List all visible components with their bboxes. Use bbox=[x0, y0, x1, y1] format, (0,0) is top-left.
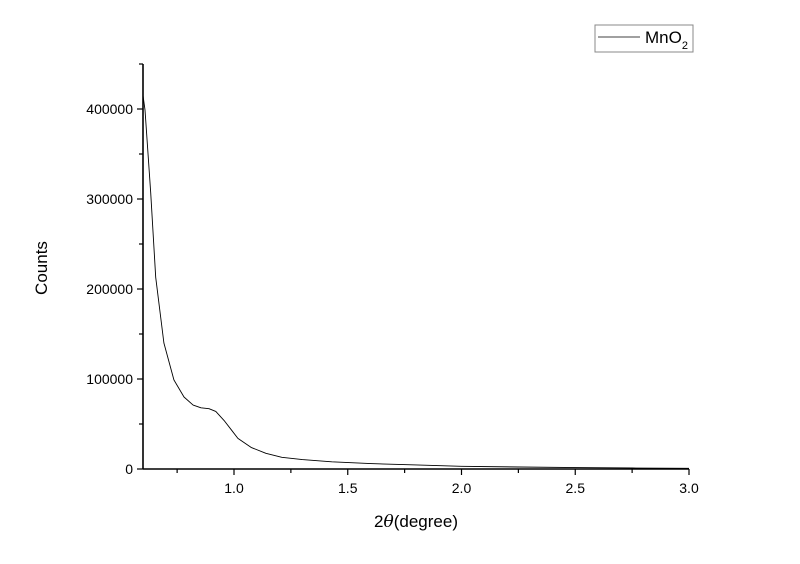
x-axis-title: 2θ(degree) bbox=[374, 512, 458, 532]
axes bbox=[142, 64, 689, 470]
y-tick-label: 100000 bbox=[86, 371, 133, 387]
series-group bbox=[142, 95, 690, 469]
legend-label: MnO2 bbox=[645, 28, 688, 52]
y-tick-label: 0 bbox=[125, 461, 133, 477]
x-tick-label: 3.0 bbox=[679, 480, 699, 496]
legend: MnO2 bbox=[594, 24, 694, 53]
x-tick-label: 2.0 bbox=[452, 480, 472, 496]
y-tick-label: 400000 bbox=[86, 101, 133, 117]
x-tick-label: 1.5 bbox=[338, 480, 358, 496]
series-line-mno2 bbox=[142, 95, 690, 469]
y-tick-label: 200000 bbox=[86, 281, 133, 297]
ticks: 0 100000 200000 300000 400000 1.0 1.5 2.0 2.5 3.0 bbox=[86, 63, 699, 496]
y-axis-title: Counts bbox=[32, 241, 51, 295]
x-tick-label: 1.0 bbox=[224, 480, 244, 496]
y-tick-label: 300000 bbox=[86, 191, 133, 207]
legend-box bbox=[594, 24, 694, 53]
x-tick-label: 2.5 bbox=[566, 480, 586, 496]
